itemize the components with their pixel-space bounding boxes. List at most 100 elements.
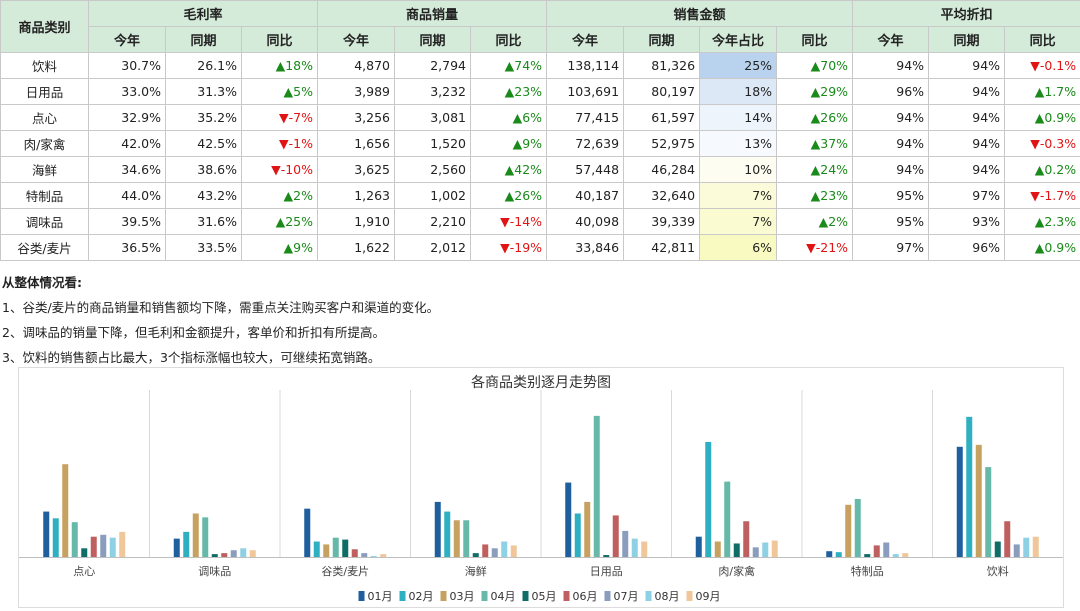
cell-amt-this: 57,448 xyxy=(546,156,625,183)
bar xyxy=(892,554,899,557)
x-tick-label: 特制品 xyxy=(851,564,884,578)
cell-qty-yoy: ▲9% xyxy=(470,130,548,157)
row-category: 肉/家禽 xyxy=(0,130,89,157)
cell-amt-yoy: ▲70% xyxy=(776,52,854,79)
cell-qty-prev: 3,081 xyxy=(394,104,472,131)
arrow-up-icon: ▲ xyxy=(283,188,294,203)
cell-amt-yoy: ▲23% xyxy=(776,182,854,209)
row-category: 特制品 xyxy=(0,182,89,209)
cell-margin-yoy: ▲25% xyxy=(240,208,319,235)
legend-label: 05月 xyxy=(532,590,557,603)
bar xyxy=(342,539,349,557)
bar xyxy=(883,542,890,557)
yoy-value: 2% xyxy=(828,214,849,229)
table-row: 调味品 39.5% 31.6% ▲25% 1,910 2,210 ▼-14% 40,098 39… xyxy=(0,208,1080,235)
table-row: 饮料 30.7% 26.1% ▲18% 4,870 2,794 ▲74% 138,114 81,… xyxy=(0,52,1080,79)
bar xyxy=(705,441,712,557)
cell-margin-yoy: ▼-1% xyxy=(240,130,319,157)
header-disc-this: 今年 xyxy=(852,26,930,53)
x-tick-label: 肉/家禽 xyxy=(718,564,755,578)
bar xyxy=(453,520,460,557)
cell-qty-prev: 2,012 xyxy=(394,234,472,261)
cell-margin-this: 33.0% xyxy=(88,78,166,105)
arrow-down-icon: ▼ xyxy=(500,214,510,229)
arrow-up-icon: ▲ xyxy=(818,214,829,229)
cell-disc-this: 97% xyxy=(852,234,930,261)
analysis-notes: 从整体情况看: 1、谷类/麦片的商品销量和销售额均下降，需重点关注购买客户和渠道… xyxy=(2,270,439,370)
yoy-value: 29% xyxy=(820,84,849,99)
yoy-value: 18% xyxy=(285,58,314,73)
cell-qty-yoy: ▲23% xyxy=(470,78,548,105)
cell-qty-yoy: ▼-14% xyxy=(470,208,548,235)
bar xyxy=(304,508,311,557)
bar xyxy=(603,555,610,557)
arrow-down-icon: ▼ xyxy=(1030,136,1040,151)
arrow-up-icon: ▲ xyxy=(810,136,821,151)
cell-qty-yoy: ▲26% xyxy=(470,182,548,209)
bar xyxy=(211,554,218,557)
cell-qty-yoy: ▲42% xyxy=(470,156,548,183)
cell-amt-share: 13% xyxy=(699,130,778,157)
cell-amt-this: 40,098 xyxy=(546,208,625,235)
yoy-value: 0.9% xyxy=(1044,110,1077,125)
cell-qty-prev: 1,002 xyxy=(394,182,472,209)
bar xyxy=(574,513,581,557)
arrow-up-icon: ▲ xyxy=(504,162,515,177)
cell-amt-share: 10% xyxy=(699,156,778,183)
header-amt-yoy: 同比 xyxy=(776,26,854,53)
cell-disc-this: 94% xyxy=(852,104,930,131)
arrow-up-icon: ▲ xyxy=(504,58,515,73)
yoy-value: -1.7% xyxy=(1039,188,1077,203)
yoy-value: 25% xyxy=(285,214,314,229)
yoy-value: -19% xyxy=(509,240,543,255)
header-disc-yoy: 同比 xyxy=(1004,26,1080,53)
bar xyxy=(62,464,69,557)
cell-amt-share: 25% xyxy=(699,52,778,79)
yoy-value: 70% xyxy=(820,58,849,73)
note-item-1: 1、谷类/麦片的商品销量和销售额均下降，需重点关注购买客户和渠道的变化。 xyxy=(2,300,440,315)
yoy-value: -1% xyxy=(288,136,314,151)
arrow-down-icon: ▼ xyxy=(1030,188,1040,203)
cell-qty-this: 3,989 xyxy=(317,78,396,105)
bar xyxy=(622,530,629,557)
bar xyxy=(975,444,982,557)
cell-amt-prev: 32,640 xyxy=(623,182,701,209)
cell-margin-yoy: ▼-10% xyxy=(240,156,319,183)
table-row: 特制品 44.0% 43.2% ▲2% 1,263 1,002 ▲26% 40,187 32,6… xyxy=(0,182,1080,209)
cell-disc-prev: 94% xyxy=(928,78,1006,105)
legend-swatch xyxy=(399,591,406,601)
cell-amt-yoy: ▲37% xyxy=(776,130,854,157)
cell-disc-this: 94% xyxy=(852,130,930,157)
cell-disc-yoy: ▲0.9% xyxy=(1004,104,1080,131)
header-disc-prev: 同期 xyxy=(928,26,1006,53)
cell-amt-this: 103,691 xyxy=(546,78,625,105)
bar xyxy=(361,553,368,557)
cell-qty-this: 1,656 xyxy=(317,130,396,157)
cell-amt-yoy: ▲29% xyxy=(776,78,854,105)
yoy-value: 6% xyxy=(522,110,543,125)
yoy-value: 9% xyxy=(522,136,543,151)
cell-amt-yoy: ▲24% xyxy=(776,156,854,183)
bar xyxy=(873,545,880,557)
arrow-down-icon: ▼ xyxy=(806,240,816,255)
header-category: 商品类别 xyxy=(0,0,89,53)
bar xyxy=(380,554,387,557)
bar xyxy=(845,504,852,557)
row-category: 谷类/麦片 xyxy=(0,234,89,261)
cell-disc-prev: 94% xyxy=(928,104,1006,131)
arrow-up-icon: ▲ xyxy=(810,162,821,177)
cell-qty-this: 3,625 xyxy=(317,156,396,183)
bar xyxy=(444,511,451,557)
header-amt-share: 今年占比 xyxy=(699,26,778,53)
legend-swatch xyxy=(481,591,488,601)
cell-margin-this: 30.7% xyxy=(88,52,166,79)
header-group-discount: 平均折扣 xyxy=(852,0,1080,27)
bar xyxy=(854,499,861,557)
bar xyxy=(1032,536,1039,557)
arrow-up-icon: ▲ xyxy=(275,214,286,229)
bar xyxy=(771,540,778,557)
cell-qty-this: 1,622 xyxy=(317,234,396,261)
bar xyxy=(826,551,833,557)
bar xyxy=(472,553,479,557)
cell-margin-prev: 42.5% xyxy=(165,130,242,157)
